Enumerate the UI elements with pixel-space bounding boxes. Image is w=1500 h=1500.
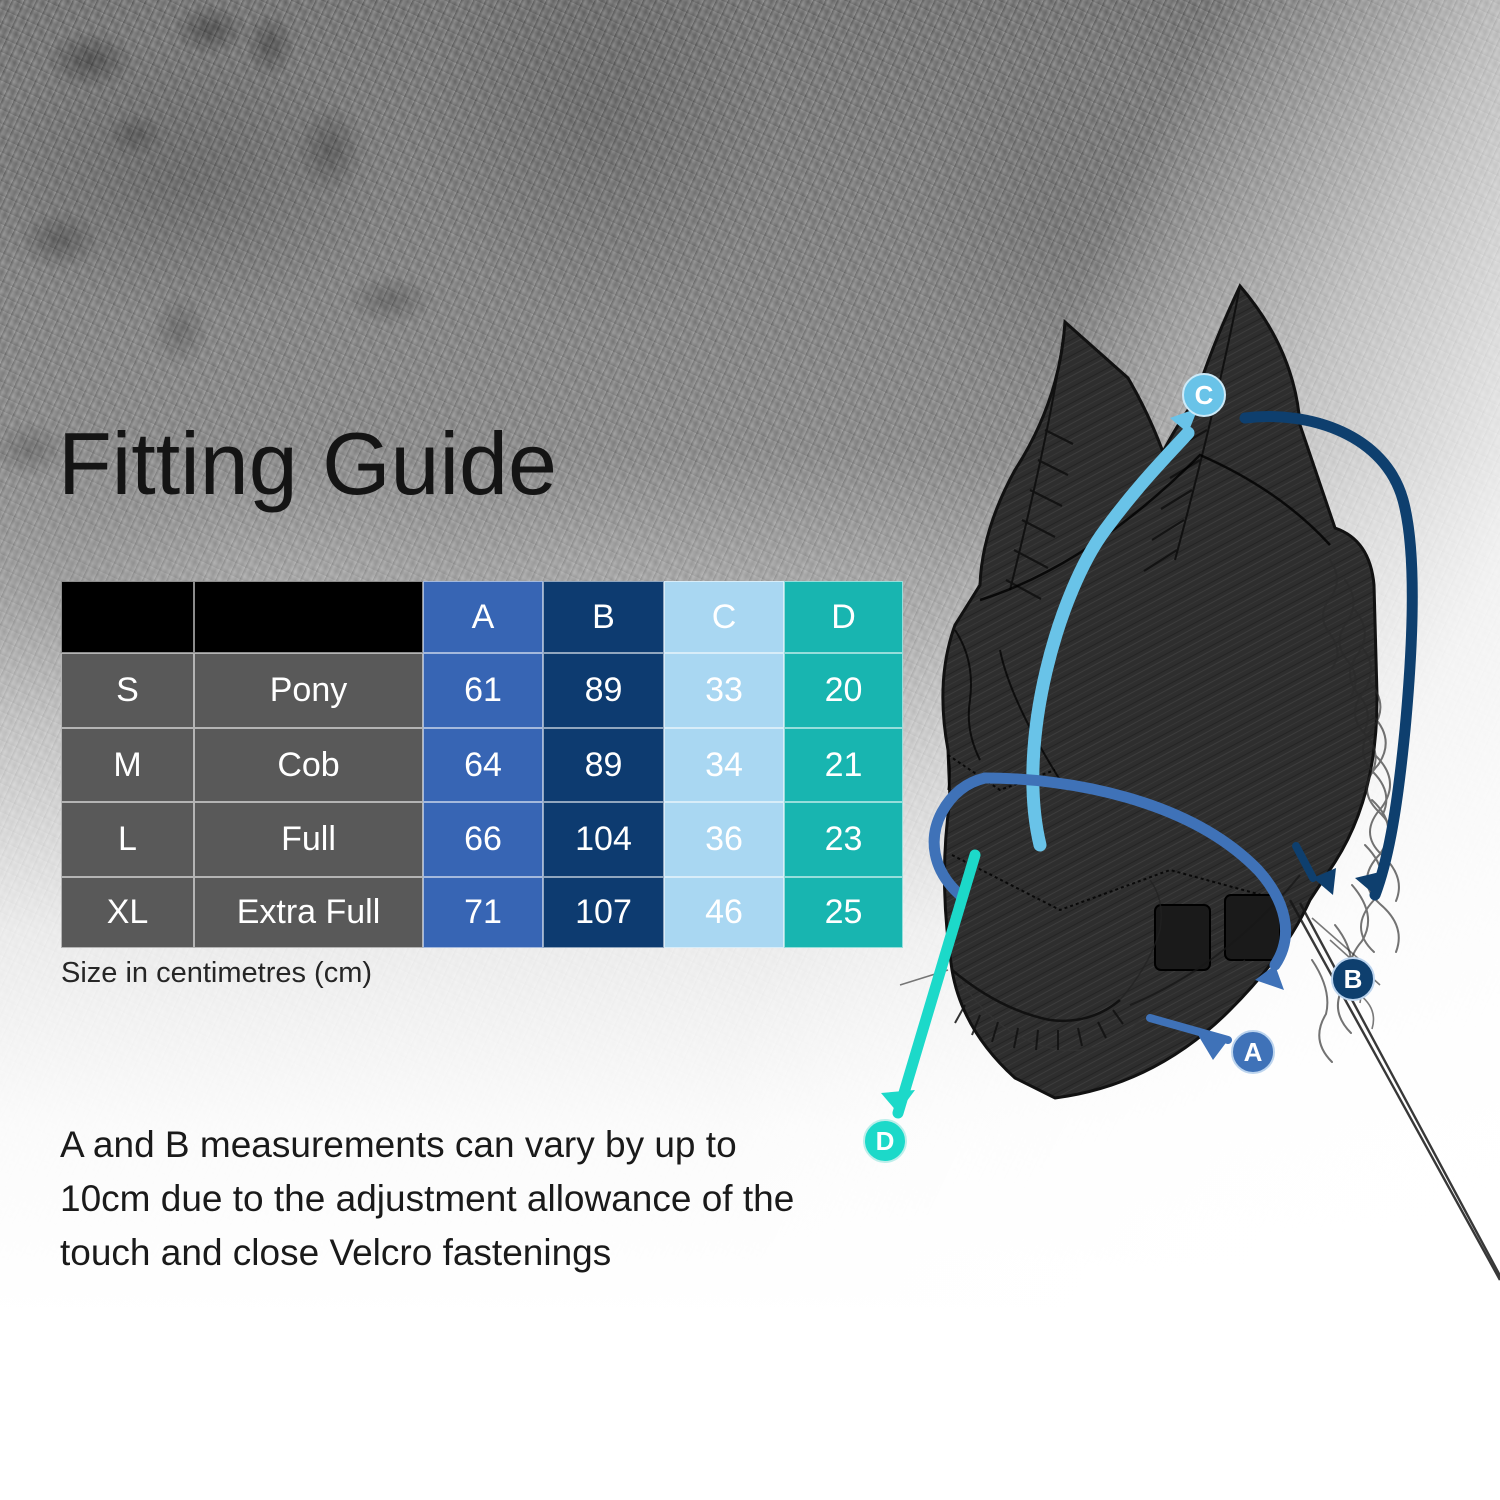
- svg-text:C: C: [1195, 380, 1214, 410]
- svg-text:B: B: [1344, 964, 1363, 994]
- svg-text:A: A: [1244, 1037, 1263, 1067]
- svg-text:D: D: [876, 1126, 895, 1156]
